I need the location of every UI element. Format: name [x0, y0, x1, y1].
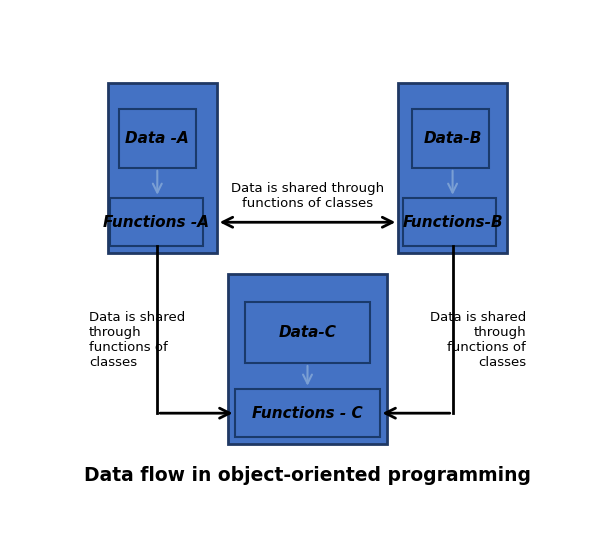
Text: Data flow in object-oriented programming: Data flow in object-oriented programming: [84, 466, 531, 485]
Bar: [245, 301, 370, 363]
Text: Data is shared
through
functions of
classes: Data is shared through functions of clas…: [430, 311, 526, 369]
Bar: [107, 83, 217, 253]
Bar: [403, 198, 496, 246]
Text: Functions-B: Functions-B: [402, 215, 503, 230]
Bar: [119, 109, 196, 168]
Bar: [398, 83, 508, 253]
Text: Data-B: Data-B: [424, 131, 482, 146]
Text: Data -A: Data -A: [125, 131, 189, 146]
Text: Data is shared through
functions of classes: Data is shared through functions of clas…: [231, 181, 384, 209]
Bar: [412, 109, 489, 168]
Text: Data is shared
through
functions of
classes: Data is shared through functions of clas…: [89, 311, 185, 369]
Bar: [110, 198, 203, 246]
Text: Data-C: Data-C: [278, 325, 337, 340]
Bar: [229, 274, 386, 444]
Text: Functions -A: Functions -A: [103, 215, 209, 230]
Bar: [235, 388, 380, 437]
Text: Functions - C: Functions - C: [252, 406, 363, 420]
